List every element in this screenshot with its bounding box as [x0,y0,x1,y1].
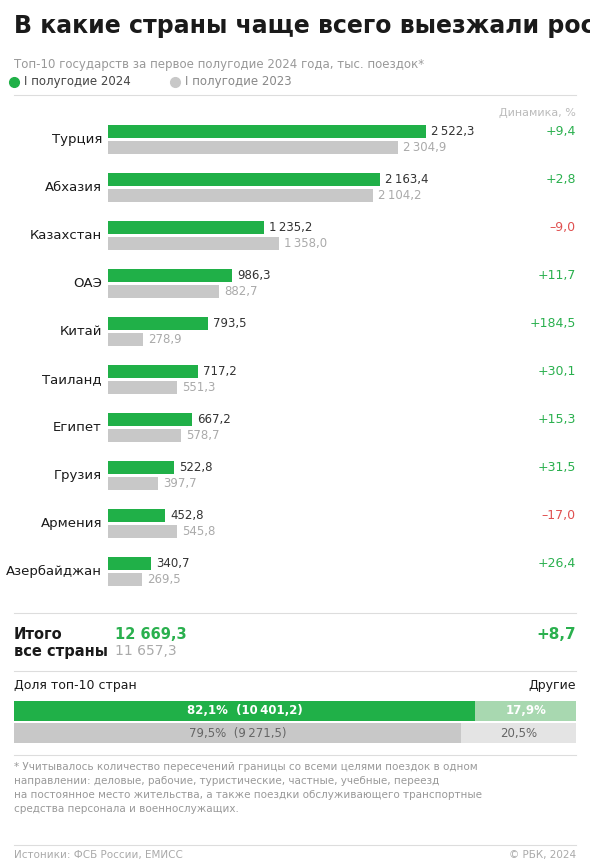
Bar [108,413,192,426]
Text: 340,7: 340,7 [156,557,189,570]
Text: 17,9%: 17,9% [505,705,546,718]
Text: 11 657,3: 11 657,3 [115,644,176,658]
Bar [108,365,198,378]
Text: Абхазия: Абхазия [45,181,102,194]
Text: Истоники: ФСБ России, ЕМИСС: Истоники: ФСБ России, ЕМИСС [14,850,183,860]
Text: 452,8: 452,8 [170,509,204,522]
Bar [108,525,177,538]
Text: +31,5: +31,5 [537,461,576,474]
Text: 12 669,3: 12 669,3 [115,627,186,642]
Text: –9,0: –9,0 [550,221,576,234]
Text: I полугодие 2023: I полугодие 2023 [185,75,291,88]
Text: 2 304,9: 2 304,9 [403,141,447,154]
Text: Динамика, %: Динамика, % [499,108,576,118]
Bar [108,557,151,570]
Text: +26,4: +26,4 [537,557,576,570]
Text: 578,7: 578,7 [186,429,219,442]
Bar [108,429,181,442]
Text: +9,4: +9,4 [546,125,576,138]
Text: 1 235,2: 1 235,2 [268,221,312,234]
Text: +184,5: +184,5 [530,317,576,330]
Text: Топ-10 государств за первое полугодие 2024 года, тыс. поездок*: Топ-10 государств за первое полугодие 20… [14,58,424,71]
Text: 545,8: 545,8 [182,525,215,538]
Text: Турция: Турция [52,133,102,146]
Text: –17,0: –17,0 [542,509,576,522]
Text: +8,7: +8,7 [536,627,576,642]
Text: Другие: Другие [529,679,576,692]
Text: 79,5%  (9 271,5): 79,5% (9 271,5) [189,727,286,740]
Text: 20,5%: 20,5% [500,727,537,740]
Bar [108,173,381,186]
Text: Армения: Армения [41,517,102,530]
Text: 667,2: 667,2 [197,413,231,426]
Text: 82,1%  (10 401,2): 82,1% (10 401,2) [187,705,303,718]
Text: Египет: Египет [53,421,102,434]
Bar [108,221,264,234]
Text: +30,1: +30,1 [537,365,576,378]
Text: все страны: все страны [14,644,108,659]
Bar [108,317,208,330]
Bar [108,333,143,346]
Text: 986,3: 986,3 [237,269,271,282]
Bar [108,477,158,490]
Bar [108,461,174,474]
Text: I полугодие 2024: I полугодие 2024 [24,75,131,88]
Bar [108,285,219,298]
Bar [476,701,576,721]
Text: Итого: Итого [14,627,63,642]
Bar [14,701,476,721]
Bar [108,141,398,154]
Text: Азербайджан: Азербайджан [6,565,102,578]
Bar [108,237,279,250]
Text: +15,3: +15,3 [537,413,576,426]
Text: Доля топ-10 стран: Доля топ-10 стран [14,679,137,692]
Text: 717,2: 717,2 [204,365,237,378]
Text: +2,8: +2,8 [546,173,576,186]
Text: Китай: Китай [60,325,102,338]
Bar [108,269,232,282]
Text: +11,7: +11,7 [537,269,576,282]
Text: 1 358,0: 1 358,0 [284,237,327,250]
Bar [461,723,576,743]
Bar [108,573,142,586]
Bar [14,723,461,743]
Text: ОАЭ: ОАЭ [73,277,102,290]
Text: 522,8: 522,8 [179,461,212,474]
Text: 551,3: 551,3 [182,381,216,394]
Text: © РБК, 2024: © РБК, 2024 [509,850,576,860]
Text: 2 163,4: 2 163,4 [385,173,429,186]
Text: 2 522,3: 2 522,3 [431,125,474,138]
Text: 278,9: 278,9 [148,333,182,346]
Bar [108,381,178,394]
Text: 269,5: 269,5 [147,573,181,586]
Bar [108,125,425,138]
Text: Таиланд: Таиланд [42,373,102,386]
Text: Казахстан: Казахстан [30,229,102,242]
Text: Грузия: Грузия [54,469,102,482]
Text: 882,7: 882,7 [224,285,258,298]
Bar [108,509,165,522]
Text: * Учитывалось количество пересечений границы со всеми целями поездок в одном
нап: * Учитывалось количество пересечений гра… [14,762,482,814]
Text: 793,5: 793,5 [213,317,247,330]
Text: В какие страны чаще всего выезжали россияне: В какие страны чаще всего выезжали росси… [14,14,590,38]
Bar [108,189,373,202]
Text: 397,7: 397,7 [163,477,196,490]
Text: 2 104,2: 2 104,2 [378,189,421,202]
